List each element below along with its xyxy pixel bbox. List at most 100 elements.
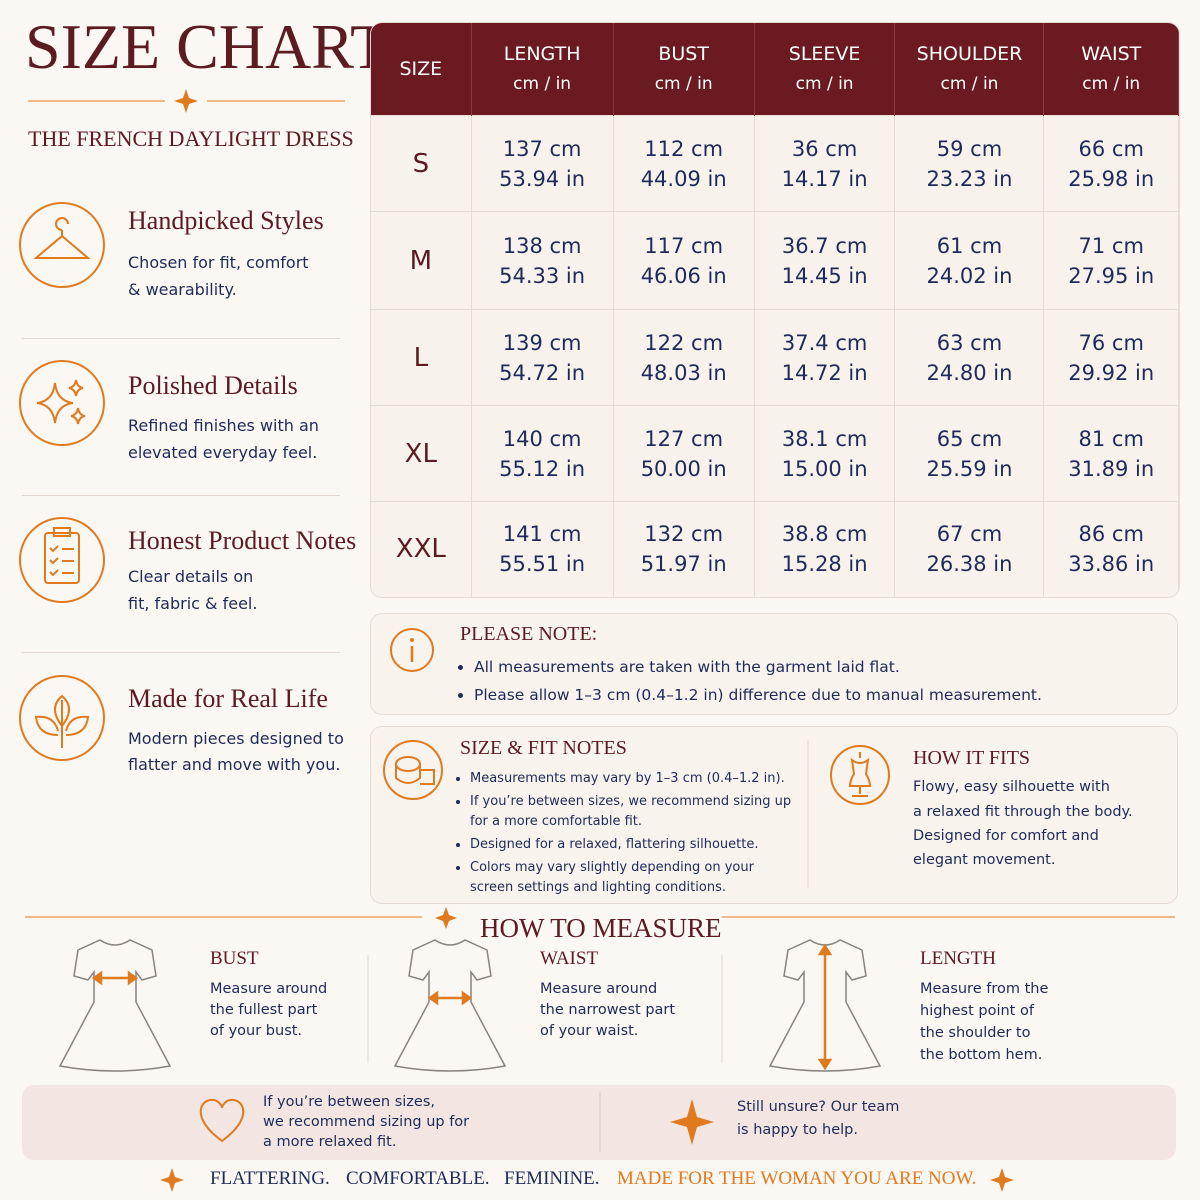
- measure-value: 36 cm: [791, 136, 858, 161]
- fit-item: Measurements may vary by 1–3 cm (0.4–1.2…: [470, 769, 800, 789]
- measure-value: 137 cm: [502, 136, 582, 161]
- measure-cell: 139 cm 54.72 in: [471, 309, 614, 406]
- measure-value: 24.80 in: [926, 360, 1013, 385]
- column-unit: cm / in: [513, 74, 572, 94]
- measure-text: Measure around: [210, 981, 328, 997]
- measure-text: the shoulder to: [920, 1025, 1031, 1041]
- column-unit: cm / in: [940, 74, 999, 94]
- measure-value: 140 cm: [502, 426, 582, 451]
- measure-cell: 81 cm 31.89 in: [1043, 405, 1179, 502]
- separator: [22, 495, 340, 496]
- column-name: SLEEVE: [788, 43, 861, 65]
- measure-value: 14.17 in: [781, 166, 868, 191]
- fits-text: Flowy, easy silhouette with: [913, 779, 1110, 795]
- measure-text: Measure from the: [920, 981, 1049, 997]
- measure-value: 117 cm: [644, 233, 724, 258]
- tip-text: we recommend sizing up for: [263, 1114, 470, 1130]
- column-name: LENGTH: [503, 43, 581, 65]
- measure-value: 37.4 cm: [781, 330, 868, 355]
- measure-value: 25.59 in: [926, 456, 1013, 481]
- note-box: [370, 613, 1178, 715]
- measure-value: 138 cm: [502, 233, 582, 258]
- fit-item: Designed for a relaxed, flattering silho…: [470, 835, 800, 855]
- measure-cell: 66 cm 25.98 in: [1043, 115, 1179, 212]
- tip-text: a more relaxed fit.: [263, 1134, 397, 1150]
- measure-cell: 76 cm 29.92 in: [1043, 309, 1179, 406]
- measure-value: 63 cm: [936, 330, 1003, 355]
- measure-value: 55.12 in: [499, 456, 586, 481]
- measure-value: 31.89 in: [1068, 456, 1155, 481]
- measure-value: 53.94 in: [499, 166, 586, 191]
- measure-value: 15.00 in: [781, 456, 868, 481]
- column-name: SHOULDER: [916, 43, 1023, 65]
- measure-value: 51.97 in: [640, 552, 727, 577]
- table-row: S 137 cm 53.94 in 112 cm 44.09 in 36 cm 14.17 …: [371, 115, 1179, 212]
- measure-value: 127 cm: [644, 426, 724, 451]
- column-header: SLEEVE cm / in: [754, 23, 896, 116]
- measure-value: 26.38 in: [926, 552, 1013, 577]
- measure-value: 27.95 in: [1068, 263, 1155, 288]
- measure-value: 29.92 in: [1068, 360, 1155, 385]
- note-item: All measurements are taken with the garm…: [474, 653, 1042, 681]
- measure-text: the fullest part: [210, 1002, 318, 1018]
- measure-cell: 38.1 cm 15.00 in: [754, 405, 896, 502]
- measure-text: of your bust.: [210, 1023, 303, 1039]
- measure-value: 55.51 in: [499, 552, 586, 577]
- measure-text: the narrowest part: [540, 1002, 676, 1018]
- measure-value: 54.33 in: [499, 263, 586, 288]
- measure-cell: 141 cm 55.51 in: [471, 501, 614, 597]
- footer-highlight: MADE FOR THE WOMAN YOU ARE NOW.: [617, 1168, 977, 1189]
- measure-text: of your waist.: [540, 1023, 639, 1039]
- fit-item: Colors may vary slightly depending on yo…: [470, 858, 800, 898]
- measure-value: 46.06 in: [640, 263, 727, 288]
- measure-cell: 63 cm 24.80 in: [894, 309, 1045, 406]
- feature-title: Polished Details: [128, 371, 298, 400]
- footer-word: COMFORTABLE.: [346, 1168, 490, 1189]
- column-header: LENGTH cm / in: [471, 23, 614, 116]
- measure-cell: 137 cm 53.94 in: [471, 115, 614, 212]
- measure-text: Measure around: [540, 981, 658, 997]
- fit-item: If you’re between sizes, we recommend si…: [470, 792, 800, 832]
- measure-graphics: [25, 907, 1175, 1072]
- measure-value: 23.23 in: [926, 166, 1013, 191]
- table-row: XL 140 cm 55.12 in 127 cm 50.00 in 38.1 cm 15.…: [371, 405, 1179, 502]
- measure-value: 36.7 cm: [781, 233, 868, 258]
- measure-value: 48.03 in: [640, 360, 727, 385]
- measure-cell: 59 cm 23.23 in: [894, 115, 1045, 212]
- size-cell: XXL: [371, 501, 472, 597]
- measure-value: 38.8 cm: [781, 522, 868, 547]
- measure-value: 71 cm: [1078, 233, 1144, 258]
- measure-cell: 61 cm 24.02 in: [894, 211, 1045, 310]
- measure-value: 59 cm: [936, 136, 1003, 161]
- measure-text: highest point of: [920, 1003, 1034, 1019]
- measure-item-title: BUST: [210, 948, 259, 969]
- measure-cell: 127 cm 50.00 in: [613, 405, 755, 502]
- fits-text: a relaxed fit through the body.: [913, 804, 1133, 820]
- column-header: SIZE: [371, 23, 472, 116]
- fit-box: [370, 726, 1178, 904]
- feature-text: Refined finishes with an: [128, 416, 319, 435]
- subtitle: THE FRENCH DAYLIGHT DRESS: [28, 126, 354, 151]
- feature-text: Modern pieces designed to: [128, 729, 344, 748]
- separator: [22, 652, 340, 653]
- size-cell: XL: [371, 405, 472, 502]
- measure-value: 139 cm: [502, 330, 582, 355]
- measure-value: 65 cm: [936, 426, 1003, 451]
- size-cell: M: [371, 211, 472, 310]
- measure-cell: 138 cm 54.33 in: [471, 211, 614, 310]
- size-table-wrap: SIZE LENGTH cm / in BUST cm / in SLEEVE cm / i…: [370, 22, 1180, 598]
- feature-title: Honest Product Notes: [128, 526, 357, 555]
- column-name: WAIST: [1081, 43, 1142, 65]
- measure-value: 81 cm: [1078, 426, 1144, 451]
- tip-text: is happy to help.: [737, 1122, 858, 1138]
- footer-word: FLATTERING.: [210, 1168, 330, 1189]
- fits-title: HOW IT FITS: [913, 747, 1031, 769]
- footer-word: FEMININE.: [504, 1168, 600, 1189]
- note-item: Please allow 1–3 cm (0.4–1.2 in) differe…: [474, 681, 1042, 709]
- feature-text: Chosen for fit, comfort: [128, 253, 309, 272]
- feature-text: Clear details on: [128, 567, 254, 586]
- note-title: PLEASE NOTE:: [460, 623, 598, 645]
- measure-cell: 112 cm 44.09 in: [613, 115, 755, 212]
- measure-value: 14.45 in: [781, 263, 868, 288]
- table-row: L 139 cm 54.72 in 122 cm 48.03 in 37.4 cm 14.7…: [371, 309, 1179, 406]
